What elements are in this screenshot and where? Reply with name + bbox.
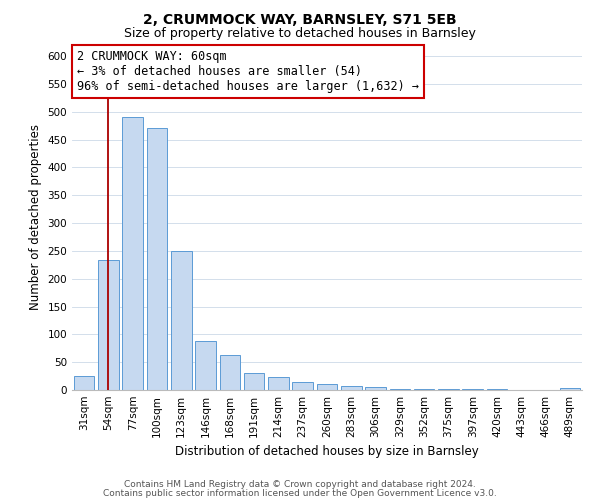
Text: 2, CRUMMOCK WAY, BARNSLEY, S71 5EB: 2, CRUMMOCK WAY, BARNSLEY, S71 5EB [143,12,457,26]
Y-axis label: Number of detached properties: Number of detached properties [29,124,42,310]
Bar [122,118,143,390]
Bar [389,389,410,390]
Bar [244,373,265,390]
Bar [220,355,240,390]
Bar [414,389,434,390]
Bar [268,377,289,390]
Bar [365,387,386,390]
Bar [74,376,94,390]
Text: 2 CRUMMOCK WAY: 60sqm
← 3% of detached houses are smaller (54)
96% of semi-detac: 2 CRUMMOCK WAY: 60sqm ← 3% of detached h… [77,50,419,93]
Bar [195,341,216,390]
Text: Size of property relative to detached houses in Barnsley: Size of property relative to detached ho… [124,28,476,40]
Bar [341,386,362,390]
Text: Contains HM Land Registry data © Crown copyright and database right 2024.: Contains HM Land Registry data © Crown c… [124,480,476,489]
Bar [171,251,191,390]
Bar [98,260,119,390]
Bar [317,384,337,390]
X-axis label: Distribution of detached houses by size in Barnsley: Distribution of detached houses by size … [175,446,479,458]
Bar [292,382,313,390]
Text: Contains public sector information licensed under the Open Government Licence v3: Contains public sector information licen… [103,488,497,498]
Bar [146,128,167,390]
Bar [560,388,580,390]
